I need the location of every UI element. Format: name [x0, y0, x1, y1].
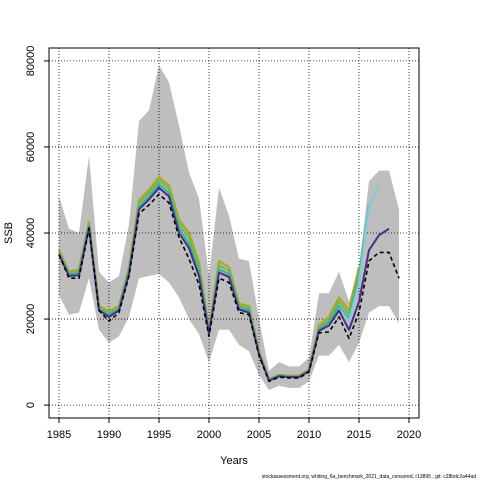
- y-tick-label: 20000: [25, 304, 37, 335]
- y-axis-title: SSB: [3, 222, 15, 244]
- y-tick-label: 80000: [25, 46, 37, 77]
- series-line-5: [58, 186, 390, 382]
- confidence-band: [59, 65, 399, 390]
- x-tick-label: 1990: [97, 429, 121, 441]
- y-tick-label: 60000: [25, 132, 37, 163]
- x-tick-label: 2000: [197, 429, 221, 441]
- y-tick-label: 40000: [25, 218, 37, 249]
- x-tick-label: 2010: [297, 429, 321, 441]
- x-axis: 1985 1990 1995 2000 2005 2010 2015 2020: [47, 418, 421, 441]
- x-tick-label: 1985: [47, 429, 71, 441]
- series-layer: [57, 175, 400, 383]
- series-line-4: [338, 185, 380, 323]
- series-line-6: [58, 193, 400, 383]
- x-tick-label: 2020: [397, 429, 421, 441]
- x-axis-title: Years: [220, 455, 248, 467]
- confidence-band-layer: [59, 65, 399, 390]
- footer-note: stockassessment.org, whiting_6a_benchmar…: [262, 474, 477, 480]
- y-tick-label: 0: [25, 402, 37, 408]
- x-tick-label: 2015: [347, 429, 371, 441]
- y-axis: 0 20000 40000 60000 80000: [25, 46, 49, 408]
- x-tick-label: 1995: [147, 429, 171, 441]
- x-tick-label: 2005: [247, 429, 271, 441]
